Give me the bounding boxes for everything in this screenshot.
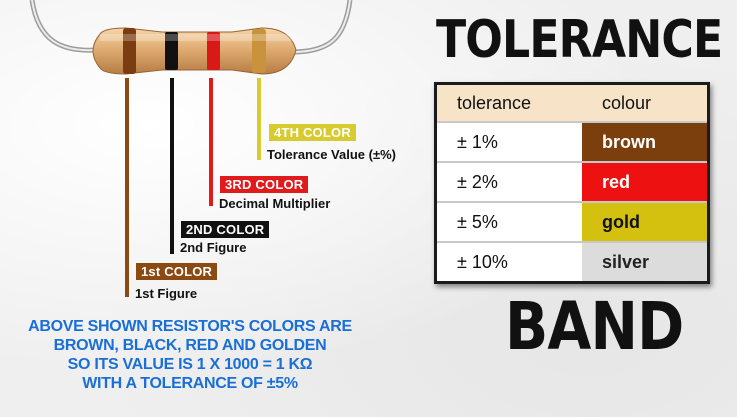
title-tolerance: TOLERANCE [436, 10, 723, 70]
band-1-brown [123, 28, 136, 74]
header-colour: colour [582, 83, 709, 123]
resistor-body [92, 27, 297, 75]
header-tolerance: tolerance [435, 83, 582, 123]
band-4-description: Tolerance Value (±%) [267, 147, 396, 162]
tolerance-value: ± 10% [435, 242, 582, 284]
colour-swatch: brown [582, 122, 709, 163]
title-band: BAND [505, 288, 684, 365]
caption-line-3: SO ITS VALUE IS 1 X 1000 = 1 KΩ [67, 356, 313, 373]
right-lead [291, 0, 353, 55]
band-2-black [165, 32, 178, 70]
table-body: ± 1% brown ± 2% red ± 5% gold ± 10% silver [435, 122, 709, 284]
left-lead [29, 0, 97, 53]
table-row: ± 2% red [435, 162, 709, 203]
caption-line-4: WITH A TOLERANCE OF ±5% [82, 375, 298, 392]
tolerance-value: ± 5% [435, 202, 582, 243]
colour-swatch: silver [582, 242, 709, 284]
band-3-red [207, 32, 220, 70]
tolerance-value: ± 2% [435, 162, 582, 203]
band-3-tag: 3RD COLOR [220, 176, 309, 193]
table-row: ± 1% brown [435, 122, 709, 163]
band-2-tag: 2ND COLOR [181, 221, 270, 238]
table-row: ± 10% silver [435, 242, 709, 284]
band-3-description: Decimal Multiplier [219, 196, 331, 211]
leader-line-2 [170, 78, 174, 254]
band-2-description: 2nd Figure [180, 240, 247, 255]
band-1-description: 1st Figure [135, 286, 198, 301]
colour-swatch: red [582, 162, 709, 203]
tolerance-table: tolerance colour ± 1% brown ± 2% red ± 5% gol… [434, 82, 710, 284]
leader-line-3 [209, 78, 213, 206]
leader-line-4 [257, 78, 261, 160]
band-4-tag: 4TH COLOR [269, 124, 356, 141]
leader-line-1 [125, 78, 129, 297]
caption-line-2: BROWN, BLACK, RED AND GOLDEN [53, 337, 327, 354]
band-1-tag: 1st COLOR [136, 263, 218, 280]
caption-line-1: ABOVE SHOWN RESISTOR'S COLORS ARE [28, 318, 352, 335]
band-4-gold [252, 29, 266, 73]
colour-swatch: gold [582, 202, 709, 243]
table-row: ± 5% gold [435, 202, 709, 243]
tolerance-value: ± 1% [435, 122, 582, 163]
table-header-row: tolerance colour [435, 83, 709, 123]
